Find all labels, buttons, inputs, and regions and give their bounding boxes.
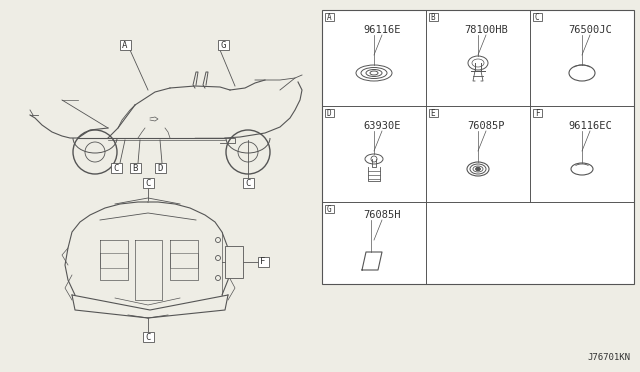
Text: B: B: [132, 164, 138, 173]
Bar: [324, 109, 333, 117]
Bar: [111, 163, 122, 173]
Text: 63930E: 63930E: [364, 121, 401, 131]
Bar: [218, 40, 228, 50]
Bar: [154, 163, 166, 173]
Text: F: F: [260, 257, 266, 266]
Text: G: G: [220, 41, 226, 49]
Text: C: C: [534, 13, 540, 22]
Text: J76701KN: J76701KN: [587, 353, 630, 362]
Text: C: C: [245, 179, 251, 187]
Text: B: B: [431, 13, 435, 22]
Text: 96116EC: 96116EC: [568, 121, 612, 131]
Circle shape: [476, 167, 480, 171]
Bar: [225, 246, 243, 278]
Bar: [120, 40, 131, 50]
Bar: [429, 13, 438, 21]
Bar: [129, 163, 141, 173]
Text: C: C: [113, 164, 118, 173]
Text: A: A: [122, 41, 128, 49]
Text: E: E: [431, 109, 435, 118]
Bar: [532, 109, 541, 117]
Text: 76085P: 76085P: [467, 121, 505, 131]
Text: 96116E: 96116E: [364, 25, 401, 35]
Bar: [324, 205, 333, 213]
Bar: [532, 13, 541, 21]
Text: A: A: [326, 13, 332, 22]
Text: G: G: [326, 205, 332, 214]
Text: 76085H: 76085H: [364, 210, 401, 220]
Text: F: F: [534, 109, 540, 118]
Bar: [322, 10, 634, 284]
Bar: [243, 178, 253, 188]
Text: 76500JC: 76500JC: [568, 25, 612, 35]
Text: 78100HB: 78100HB: [464, 25, 508, 35]
Bar: [324, 13, 333, 21]
Bar: [429, 109, 438, 117]
Text: D: D: [326, 109, 332, 118]
Text: C: C: [145, 179, 150, 187]
Bar: [143, 332, 154, 342]
Bar: [143, 178, 154, 188]
Bar: [257, 257, 269, 267]
Text: D: D: [157, 164, 163, 173]
Text: C: C: [145, 333, 150, 341]
